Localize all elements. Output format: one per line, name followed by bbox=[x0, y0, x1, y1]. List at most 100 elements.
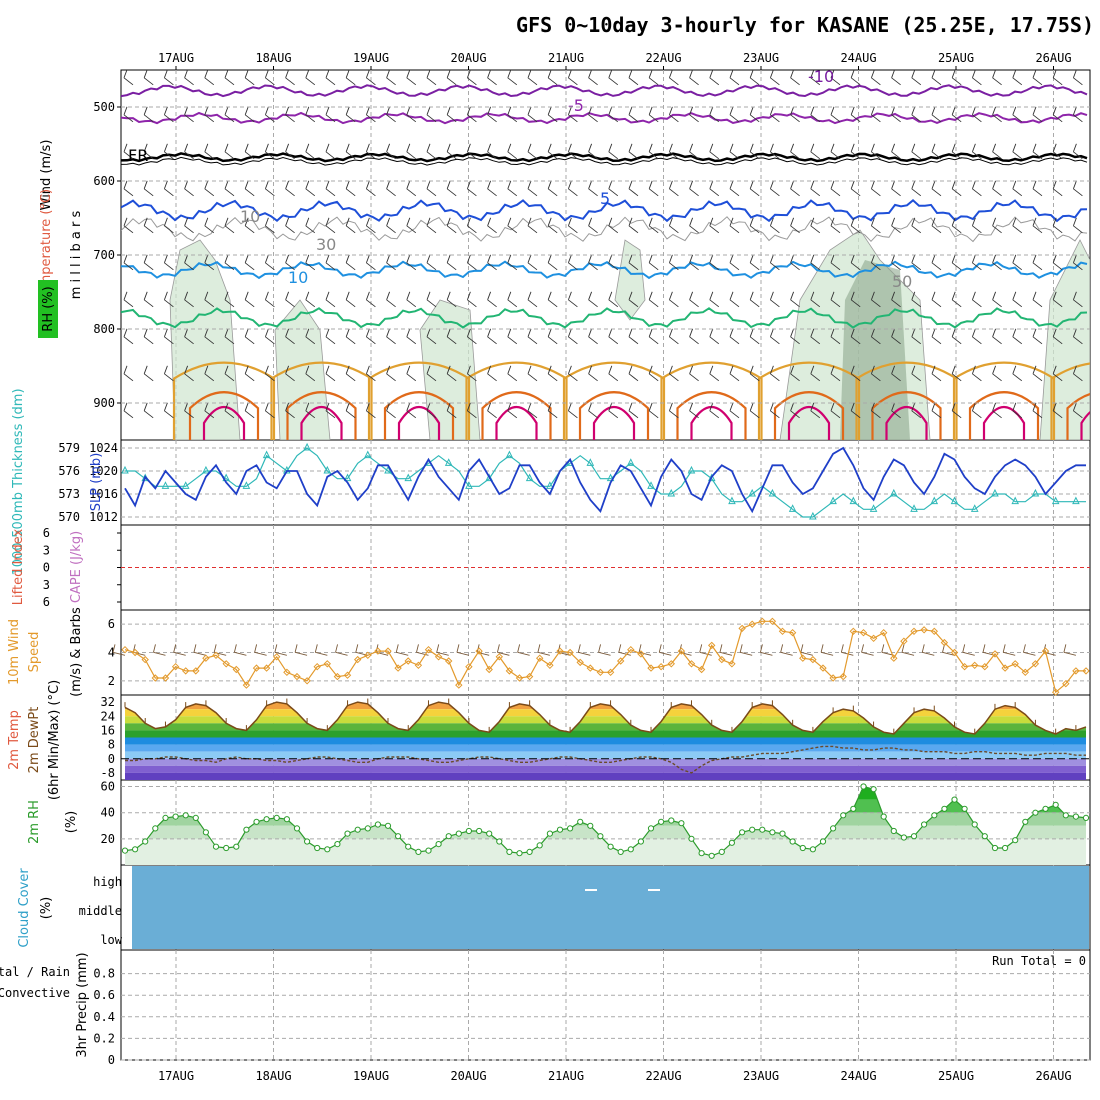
slp-axis-label: SLP (mb) bbox=[89, 453, 104, 512]
contour-label: FR bbox=[128, 146, 148, 165]
wind-barb bbox=[527, 225, 538, 234]
wind-barb bbox=[1012, 336, 1023, 345]
wind-barb bbox=[547, 188, 558, 197]
wind-barb bbox=[325, 188, 336, 197]
isotherm-minus5 bbox=[121, 111, 1088, 125]
contour-label: 10 bbox=[288, 268, 308, 287]
wind-barb-flag bbox=[163, 328, 168, 337]
wind-barb bbox=[305, 77, 316, 86]
wind-barb bbox=[305, 299, 316, 308]
wind-barb-flag bbox=[285, 254, 290, 263]
wind-barb-flag bbox=[184, 106, 189, 115]
rh-marker bbox=[860, 783, 867, 790]
wind-barb bbox=[143, 114, 154, 123]
rh-marker bbox=[658, 818, 665, 825]
wind-barb bbox=[265, 151, 275, 160]
wind-barb bbox=[305, 262, 316, 271]
wind-barb bbox=[224, 299, 235, 308]
wind-barb-flag bbox=[426, 402, 431, 411]
wind-barb bbox=[265, 114, 275, 123]
minmax-axis-label: (6hr Min/Max) (°C) bbox=[47, 680, 62, 800]
wind-barb bbox=[285, 77, 295, 86]
rh-marker bbox=[192, 814, 199, 822]
wind-barb-flag bbox=[790, 291, 795, 300]
wind-barb-flag bbox=[971, 365, 976, 374]
wind-speed-marker bbox=[839, 672, 847, 681]
wind-barb bbox=[1032, 77, 1043, 86]
warm-isotherm-arch bbox=[270, 361, 373, 440]
wind-barb-flag bbox=[850, 328, 855, 337]
thickness-marker bbox=[202, 465, 210, 474]
wind-barb-flag bbox=[668, 217, 673, 226]
wind-barb bbox=[588, 188, 598, 197]
wind-barb-flag bbox=[850, 291, 855, 300]
wind-barb bbox=[123, 188, 134, 197]
wind-barb-flag bbox=[992, 217, 997, 226]
wind-barb bbox=[992, 262, 1002, 271]
wind-barb-flag bbox=[588, 291, 593, 300]
rh-marker bbox=[1002, 844, 1009, 852]
wind-barb bbox=[527, 299, 538, 308]
pressure-tick-label: 900 bbox=[93, 396, 115, 410]
wind-barb-flag bbox=[466, 365, 471, 374]
wind-barb-flag bbox=[527, 365, 532, 374]
wind-speed-marker bbox=[788, 628, 797, 637]
wind-barb-flag bbox=[749, 106, 754, 115]
thickness-marker bbox=[748, 488, 756, 497]
wind-barb bbox=[972, 151, 982, 160]
rh-marker bbox=[334, 841, 341, 848]
wind-barb-flag bbox=[426, 180, 431, 189]
wind-speed-marker bbox=[374, 647, 382, 655]
wind-barb-flag bbox=[709, 143, 714, 152]
wind-barb bbox=[790, 373, 800, 382]
wind-barb bbox=[325, 262, 336, 271]
wind10m-axis-label: 10m Wind bbox=[7, 619, 22, 685]
wind-barb-flag bbox=[749, 328, 754, 337]
wind-barb-flag bbox=[224, 328, 229, 337]
rh-marker bbox=[789, 838, 796, 845]
wind-speed-marker bbox=[930, 627, 939, 636]
wind-barb bbox=[911, 373, 922, 382]
wind-speed-marker bbox=[1082, 667, 1090, 675]
wind-barb-flag bbox=[386, 70, 391, 78]
wind-barb bbox=[467, 262, 477, 271]
panel-frame-precip bbox=[120, 949, 1091, 1061]
wind-barb bbox=[1073, 299, 1083, 308]
wind-barb bbox=[446, 299, 457, 308]
wind-barb bbox=[164, 188, 174, 197]
wind-barb-flag bbox=[264, 365, 269, 374]
wind-barb-flag bbox=[244, 291, 249, 300]
wind-barb-flag bbox=[345, 180, 350, 189]
wind-barb-flag bbox=[466, 291, 471, 300]
wind-barb-flag bbox=[769, 217, 774, 226]
wind-barb bbox=[648, 299, 659, 308]
wind-barb-flag bbox=[891, 365, 896, 374]
wind-barb-flag bbox=[992, 402, 997, 411]
wind-barb-flag bbox=[951, 328, 956, 337]
rh-marker bbox=[637, 838, 645, 845]
wind-barb-flag bbox=[709, 217, 714, 226]
surface-wind-barb bbox=[942, 651, 955, 656]
wind-barb bbox=[345, 373, 356, 382]
wind-barb bbox=[931, 188, 942, 197]
date-label-top: 19AUG bbox=[353, 51, 389, 65]
wind-barb-flag bbox=[123, 180, 128, 189]
rh-marker bbox=[910, 833, 918, 840]
rh-legend-box bbox=[38, 280, 58, 338]
wind-barb bbox=[487, 373, 497, 382]
wind-barb bbox=[244, 299, 255, 308]
wind-barb bbox=[244, 151, 255, 160]
wind-barb bbox=[184, 410, 194, 419]
wind-barb bbox=[931, 225, 942, 234]
wind-barb bbox=[527, 373, 538, 382]
wind-barb-flag bbox=[184, 402, 189, 411]
surface-wind-barb-flag bbox=[699, 644, 703, 653]
slp-tick-label: 1024 bbox=[89, 441, 118, 455]
wind-barb-flag bbox=[204, 70, 209, 78]
thickness-marker bbox=[910, 504, 918, 512]
rh-marker bbox=[890, 827, 897, 835]
surface-wind-barb bbox=[274, 651, 287, 656]
wind-barb bbox=[487, 77, 497, 86]
wind-barb-flag bbox=[608, 143, 613, 152]
wind-barb-flag bbox=[507, 70, 512, 78]
